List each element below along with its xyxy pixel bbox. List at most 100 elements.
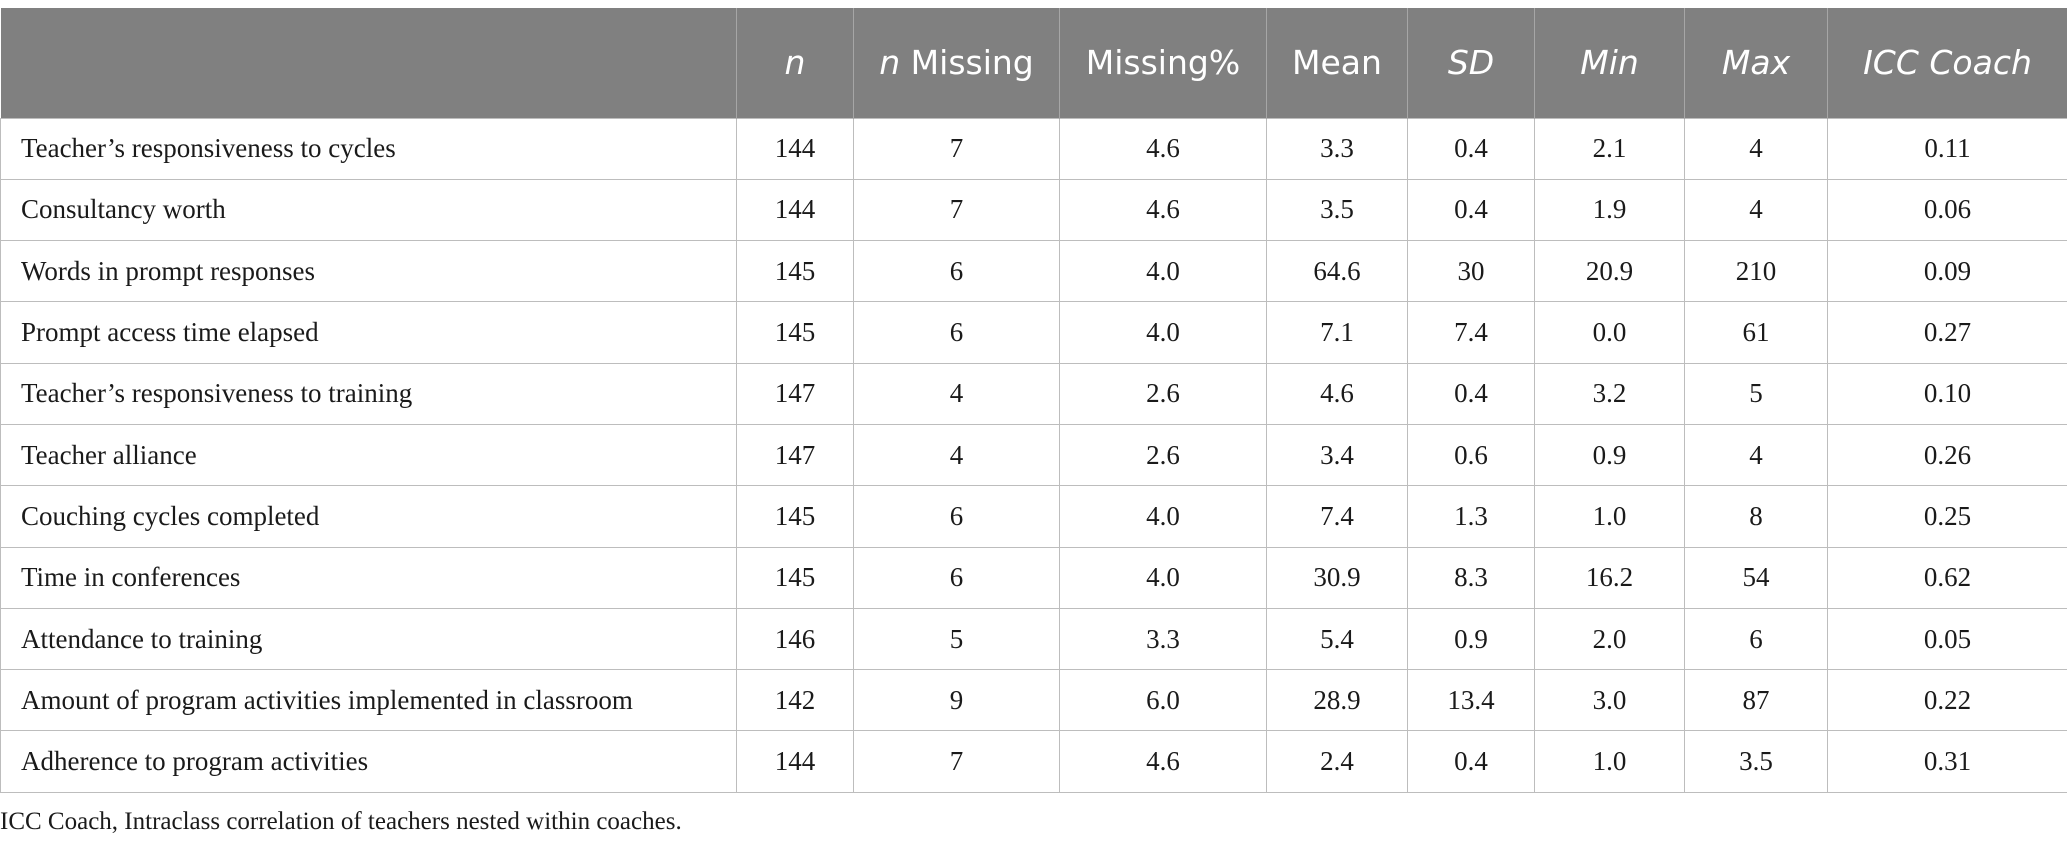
cell-min: 1.0 — [1534, 485, 1685, 548]
cell-n: 147 — [736, 423, 854, 487]
cell-n: 146 — [736, 607, 854, 671]
cell-missing-percent: 4.6 — [1059, 117, 1267, 180]
cell-n: 145 — [736, 301, 854, 364]
table-header: n n Missing Missing% Mean SD Min Max ICC… — [0, 8, 2067, 118]
cell-variable: Adherence to program activities — [0, 730, 737, 793]
header-mean: Mean — [1266, 8, 1408, 118]
descriptive-statistics-table-container: n n Missing Missing% Mean SD Min Max ICC… — [0, 8, 2067, 793]
cell-missing-percent: 6.0 — [1059, 669, 1267, 732]
cell-max: 61 — [1684, 301, 1828, 364]
cell-missing-percent: 4.6 — [1059, 730, 1267, 793]
cell-icc-coach: 0.27 — [1827, 301, 2067, 364]
cell-icc-coach: 0.31 — [1827, 730, 2067, 793]
table-row: Teacher’s responsiveness to cycles 144 7 4.… — [0, 117, 2067, 180]
cell-min: 1.0 — [1534, 730, 1685, 793]
cell-sd: 0.4 — [1407, 362, 1535, 425]
header-n-label: n — [784, 43, 806, 83]
cell-sd: 0.9 — [1407, 607, 1535, 671]
cell-mean: 7.4 — [1266, 485, 1408, 548]
cell-sd: 0.4 — [1407, 730, 1535, 793]
cell-mean: 3.3 — [1266, 117, 1408, 180]
cell-max: 4 — [1684, 423, 1828, 487]
table-row: Consultancy worth 144 7 4.6 3.5 0.4 1.9 4 0.06 — [0, 178, 2067, 242]
cell-n: 144 — [736, 117, 854, 180]
table-row: Attendance to training 146 5 3.3 5.4 0.9 2.0 6 0… — [0, 607, 2067, 671]
cell-missing-percent: 4.0 — [1059, 485, 1267, 548]
table-row: Time in conferences 145 6 4.0 30.9 8.3 16.2 54 0… — [0, 546, 2067, 609]
cell-n: 145 — [736, 485, 854, 548]
cell-mean: 28.9 — [1266, 669, 1408, 732]
cell-mean: 7.1 — [1266, 301, 1408, 364]
cell-sd: 0.4 — [1407, 178, 1535, 242]
header-mean-label: Mean — [1292, 43, 1382, 83]
cell-n-missing: 7 — [853, 117, 1060, 180]
cell-icc-coach: 0.62 — [1827, 546, 2067, 609]
cell-mean: 64.6 — [1266, 240, 1408, 303]
cell-max: 8 — [1684, 485, 1828, 548]
cell-variable: Amount of program activities implemented… — [0, 669, 737, 732]
header-min-label: Min — [1580, 43, 1639, 83]
cell-n-missing: 4 — [853, 423, 1060, 487]
cell-n-missing: 6 — [853, 301, 1060, 364]
header-n: n — [736, 8, 854, 118]
header-n-missing-rest: Missing — [900, 43, 1034, 83]
cell-mean: 30.9 — [1266, 546, 1408, 609]
cell-n-missing: 6 — [853, 240, 1060, 303]
header-icc-coach-label: ICC Coach — [1863, 43, 2032, 83]
header-max: Max — [1684, 8, 1828, 118]
cell-n-missing: 4 — [853, 362, 1060, 425]
cell-missing-percent: 4.6 — [1059, 178, 1267, 242]
cell-min: 2.1 — [1534, 117, 1685, 180]
cell-icc-coach: 0.09 — [1827, 240, 2067, 303]
header-variable — [0, 8, 737, 118]
header-icc-coach: ICC Coach — [1827, 8, 2067, 118]
cell-n-missing: 7 — [853, 178, 1060, 242]
cell-min: 16.2 — [1534, 546, 1685, 609]
table-row: Teacher’s responsiveness to training 147 4… — [0, 362, 2067, 425]
cell-min: 1.9 — [1534, 178, 1685, 242]
cell-icc-coach: 0.11 — [1827, 117, 2067, 180]
header-n-missing: n Missing — [853, 8, 1060, 118]
cell-max: 5 — [1684, 362, 1828, 425]
table-row: Prompt access time elapsed 145 6 4.0 7.1 7.4 0… — [0, 301, 2067, 364]
table-footnote: ICC Coach, Intraclass correlation of tea… — [0, 808, 682, 835]
cell-n: 147 — [736, 362, 854, 425]
cell-sd: 1.3 — [1407, 485, 1535, 548]
header-missing-percent-label: Missing% — [1085, 43, 1241, 83]
cell-max: 54 — [1684, 546, 1828, 609]
cell-mean: 3.5 — [1266, 178, 1408, 242]
header-sd-label: SD — [1447, 43, 1495, 83]
cell-n-missing: 5 — [853, 607, 1060, 671]
header-n-missing-italic: n — [879, 43, 901, 83]
cell-max: 4 — [1684, 178, 1828, 242]
cell-n-missing: 7 — [853, 730, 1060, 793]
cell-mean: 4.6 — [1266, 362, 1408, 425]
cell-mean: 5.4 — [1266, 607, 1408, 671]
cell-missing-percent: 4.0 — [1059, 546, 1267, 609]
cell-variable: Teacher’s responsiveness to cycles — [0, 117, 737, 180]
cell-icc-coach: 0.22 — [1827, 669, 2067, 732]
cell-max: 210 — [1684, 240, 1828, 303]
cell-n-missing: 6 — [853, 485, 1060, 548]
cell-sd: 8.3 — [1407, 546, 1535, 609]
cell-min: 0.9 — [1534, 423, 1685, 487]
cell-min: 3.2 — [1534, 362, 1685, 425]
cell-variable: Prompt access time elapsed — [0, 301, 737, 364]
cell-n-missing: 9 — [853, 669, 1060, 732]
cell-min: 20.9 — [1534, 240, 1685, 303]
table-body: Teacher’s responsiveness to cycles 144 7 4.… — [0, 117, 2067, 793]
header-missing-percent: Missing% — [1059, 8, 1267, 118]
table-row: Adherence to program activities 144 7 4.6 2.… — [0, 730, 2067, 793]
descriptive-statistics-table: n n Missing Missing% Mean SD Min Max ICC… — [0, 8, 2067, 793]
cell-max: 6 — [1684, 607, 1828, 671]
header-sd: SD — [1407, 8, 1535, 118]
cell-n: 142 — [736, 669, 854, 732]
cell-max: 87 — [1684, 669, 1828, 732]
cell-icc-coach: 0.06 — [1827, 178, 2067, 242]
cell-missing-percent: 4.0 — [1059, 240, 1267, 303]
cell-min: 2.0 — [1534, 607, 1685, 671]
table-row: Couching cycles completed 145 6 4.0 7.4 1.3 1.… — [0, 485, 2067, 548]
cell-max: 3.5 — [1684, 730, 1828, 793]
table-row: Amount of program activities implemented… — [0, 669, 2067, 732]
cell-max: 4 — [1684, 117, 1828, 180]
